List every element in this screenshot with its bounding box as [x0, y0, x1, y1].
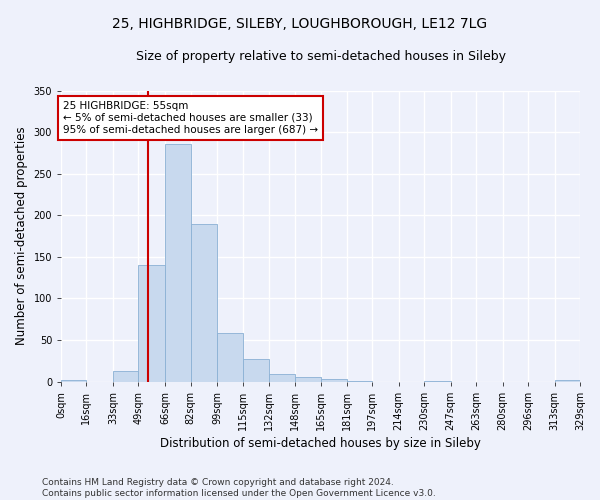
Bar — [347, 381, 372, 382]
Text: Contains HM Land Registry data © Crown copyright and database right 2024.
Contai: Contains HM Land Registry data © Crown c… — [42, 478, 436, 498]
Bar — [217, 334, 242, 382]
Title: Size of property relative to semi-detached houses in Sileby: Size of property relative to semi-detach… — [136, 50, 506, 63]
Bar — [139, 265, 165, 382]
Bar — [269, 374, 295, 382]
X-axis label: Distribution of semi-detached houses by size in Sileby: Distribution of semi-detached houses by … — [160, 437, 481, 450]
Text: 25, HIGHBRIDGE, SILEBY, LOUGHBOROUGH, LE12 7LG: 25, HIGHBRIDGE, SILEBY, LOUGHBOROUGH, LE… — [112, 18, 488, 32]
Y-axis label: Number of semi-detached properties: Number of semi-detached properties — [15, 127, 28, 346]
Bar — [295, 378, 322, 382]
Bar — [191, 224, 217, 382]
Bar — [424, 381, 451, 382]
Bar — [165, 144, 191, 382]
Text: 25 HIGHBRIDGE: 55sqm
← 5% of semi-detached houses are smaller (33)
95% of semi-d: 25 HIGHBRIDGE: 55sqm ← 5% of semi-detach… — [63, 102, 318, 134]
Bar — [113, 371, 139, 382]
Bar — [242, 359, 269, 382]
Bar — [61, 380, 86, 382]
Bar — [322, 379, 347, 382]
Bar — [555, 380, 580, 382]
